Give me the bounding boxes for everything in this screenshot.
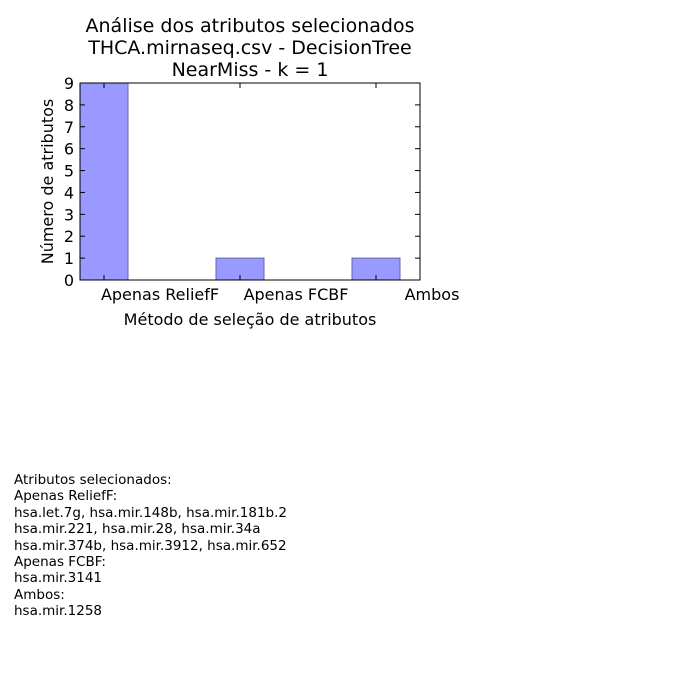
ambos-line: hsa.mir.1258 — [14, 603, 103, 620]
y-tick-label: 7 — [64, 118, 74, 137]
x-axis-label: Método de seleção de atributos — [124, 310, 377, 329]
y-tick-label: 4 — [64, 183, 74, 202]
y-axis-label: Número de atributos — [38, 99, 57, 265]
y-tick-label: 9 — [64, 74, 74, 93]
chart-title-line: NearMiss - k = 1 — [172, 59, 329, 81]
fcbf-line: hsa.mir.3141 — [14, 570, 103, 587]
y-tick-label: 8 — [64, 96, 74, 115]
relieff-line: hsa.mir.221, hsa.mir.28, hsa.mir.34a — [14, 521, 261, 538]
bars — [79, 82, 401, 281]
x-tick-label: Ambos — [405, 285, 460, 304]
y-tick-label: 1 — [64, 249, 74, 268]
y-tick-label: 0 — [64, 271, 74, 290]
relieff-line: hsa.let.7g, hsa.mir.148b, hsa.mir.181b.2 — [14, 504, 287, 521]
y-tick-label: 5 — [64, 162, 74, 181]
y-axis: 0 1 2 3 4 5 6 7 8 9 — [64, 74, 420, 290]
x-axis: Apenas ReliefF Apenas FCBF Ambos — [101, 83, 459, 304]
notes-heading: Atributos selecionados: — [14, 472, 172, 488]
x-tick-label: Apenas ReliefF — [101, 285, 219, 304]
y-tick-label: 2 — [64, 227, 74, 246]
selected-attributes-notes: Atributos selecionados: Apenas ReliefF: … — [14, 472, 287, 620]
chart-title-line: THCA.mirnaseq.csv - DecisionTree — [87, 37, 412, 59]
ambos-label: Ambos: — [14, 586, 65, 603]
x-tick-label: Apenas FCBF — [244, 285, 349, 304]
y-tick-label: 3 — [64, 205, 74, 224]
relieff-label: Apenas ReliefF: — [14, 488, 118, 505]
chart-title: Análise dos atributos selecionadosTHCA.m… — [86, 15, 415, 81]
plot-frame — [79, 82, 421, 281]
relieff-line: hsa.mir.374b, hsa.mir.3912, hsa.mir.652 — [14, 537, 287, 554]
bar-chart: Análise dos atributos selecionadosTHCA.m… — [38, 15, 459, 329]
fcbf-label: Apenas FCBF: — [14, 554, 106, 571]
chart-title-line: Análise dos atributos selecionados — [86, 15, 415, 37]
y-tick-label: 6 — [64, 140, 74, 159]
bar — [79, 82, 129, 281]
